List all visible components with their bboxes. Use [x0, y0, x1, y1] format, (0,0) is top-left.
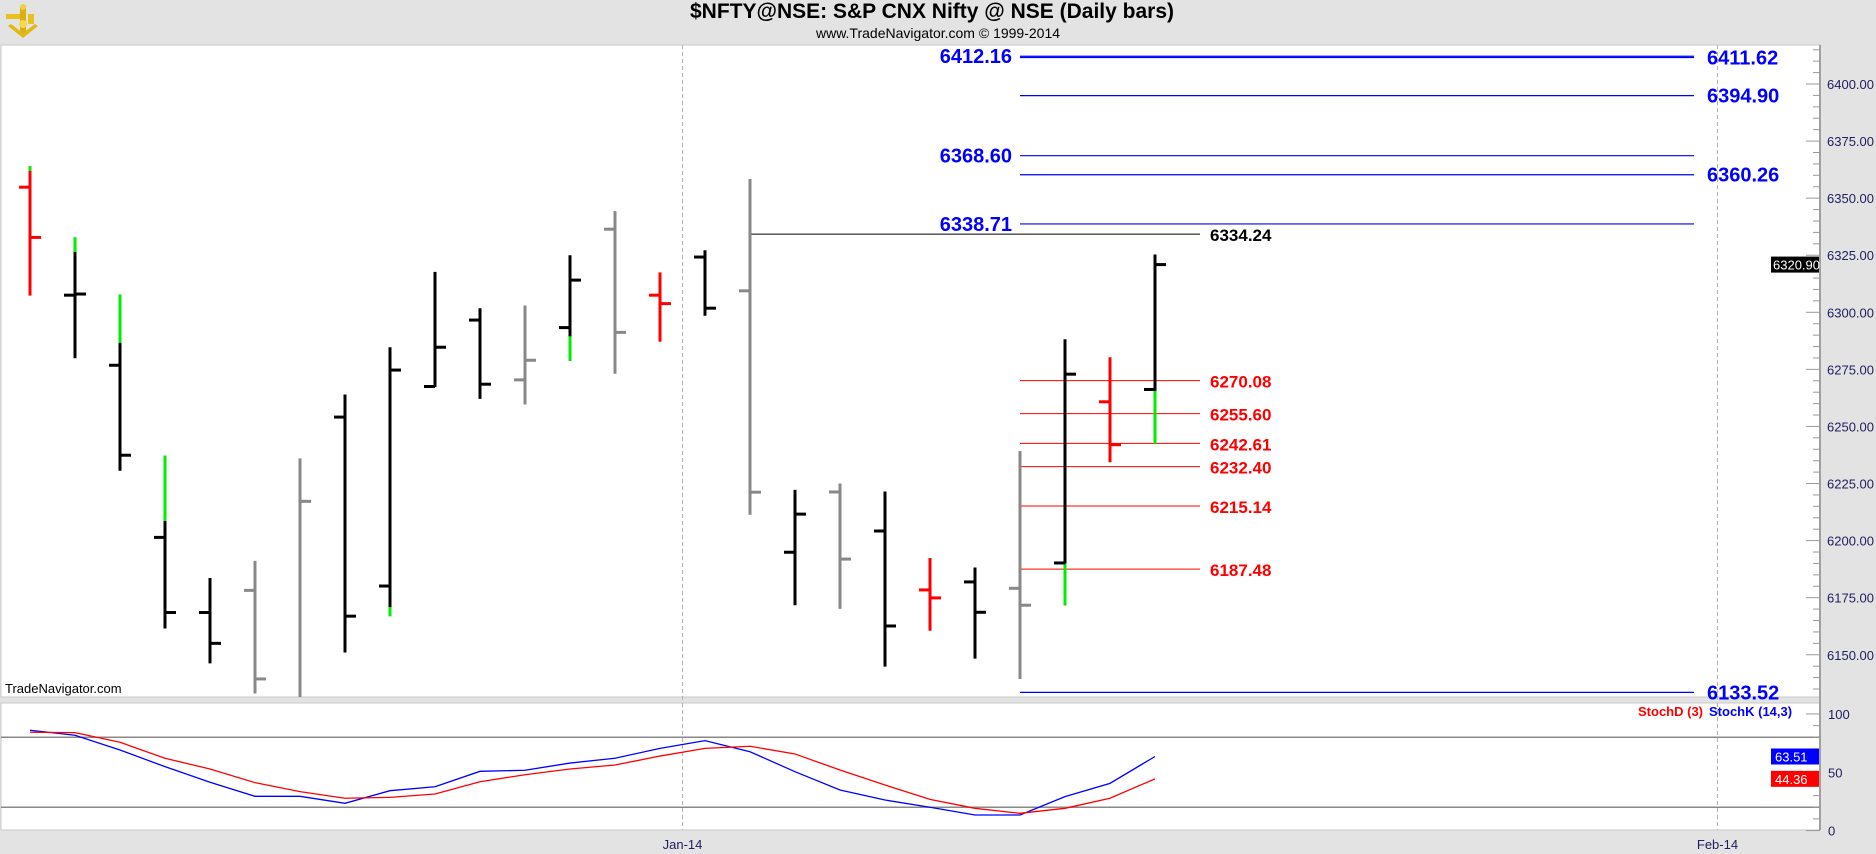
stoch-k-line	[29, 729, 1156, 816]
ohlc-bar	[469, 308, 491, 399]
watermark: TradeNavigator.com	[5, 681, 122, 696]
price-tick-label: 6150.00	[1827, 648, 1874, 663]
stoch-k-value: 63.51	[1775, 750, 1808, 765]
stoch-tick-label: 50	[1828, 765, 1842, 780]
ohlc-bar	[334, 394, 356, 653]
ohlc-bar	[739, 178, 761, 515]
price-marks	[19, 55, 1694, 697]
price-tick-label: 6375.00	[1827, 134, 1874, 149]
ohlc-bar	[964, 567, 986, 659]
red-level-label: 6187.48	[1210, 561, 1271, 580]
ohlc-bar	[244, 560, 266, 694]
date-label: Feb-14	[1697, 837, 1738, 852]
ohlc-bar	[109, 294, 131, 471]
red-level-label: 6215.14	[1210, 498, 1272, 517]
price-tick-label: 6275.00	[1827, 362, 1874, 377]
stoch-tick-label: 0	[1828, 824, 1835, 839]
stochastic-panel	[0, 702, 1821, 831]
price-tick-label: 6350.00	[1827, 191, 1874, 206]
ohlc-bar	[514, 305, 536, 405]
black-level-label: 6334.24	[1210, 226, 1272, 245]
red-level-label: 6270.08	[1210, 373, 1271, 392]
ohlc-bar	[649, 272, 671, 342]
ohlc-bar	[694, 250, 716, 316]
ohlc-bar	[154, 455, 176, 629]
ohlc-bar	[784, 489, 806, 606]
price-tick-label: 6300.00	[1827, 305, 1874, 320]
price-panel	[0, 44, 1821, 698]
price-tick-label: 6225.00	[1827, 477, 1874, 492]
ohlc-bar	[298, 458, 311, 697]
last-price-tag	[1771, 256, 1819, 273]
chart-title-text: $NFTY@NSE: S&P CNX Nifty @ NSE (Daily ba…	[690, 0, 1174, 23]
stoch-marks	[29, 729, 1156, 816]
blue-level-label: 6412.16	[940, 46, 1012, 68]
price-tick-label: 6400.00	[1827, 77, 1874, 92]
blue-level-label: 6338.71	[940, 214, 1012, 236]
ohlc-bar	[874, 491, 896, 667]
chart-subtitle: www.TradeNavigator.com © 1999-2014	[815, 25, 1061, 41]
chart-title: $NFTY@NSE: S&P CNX Nifty @ NSE (Daily ba…	[0, 1, 1876, 23]
ohlc-bar	[604, 211, 626, 374]
ohlc-bar	[1144, 254, 1166, 444]
price-tick-label: 6325.00	[1827, 248, 1874, 263]
ohlc-bar	[64, 237, 86, 359]
price-tick-label: 6200.00	[1827, 534, 1874, 549]
ohlc-bar	[199, 578, 221, 664]
ohlc-bar	[1054, 339, 1076, 606]
ohlc-bar	[424, 271, 446, 388]
blue-level-label: 6133.52	[1707, 682, 1779, 704]
blue-level-label: 6411.62	[1707, 47, 1778, 69]
blue-level-label: 6360.26	[1707, 165, 1779, 187]
price-tick-label: 6175.00	[1827, 591, 1874, 606]
price-tick-label: 6250.00	[1827, 419, 1874, 434]
ohlc-bar	[919, 557, 941, 631]
ohlc-bar	[1009, 451, 1031, 679]
last-price-label: 6320.90	[1773, 258, 1820, 273]
red-level-label: 6232.40	[1210, 459, 1271, 478]
sextant-logo-icon	[2, 2, 42, 42]
ohlc-bar	[559, 255, 581, 361]
ohlc-bar	[1099, 357, 1121, 463]
stoch-d-line	[29, 731, 1156, 814]
ohlc-bar	[379, 347, 401, 617]
legend-stoch-k: StochK (14,3)	[1709, 704, 1792, 719]
stoch-tick-label: 100	[1828, 707, 1850, 722]
red-level-label: 6242.61	[1210, 435, 1271, 454]
stoch-d-value-tag	[1771, 770, 1819, 787]
stoch-k-value-tag	[1771, 748, 1819, 765]
date-label: Jan-14	[663, 837, 703, 852]
ohlc-bar	[829, 483, 851, 609]
red-level-label: 6255.60	[1210, 406, 1271, 425]
blue-level-label: 6394.90	[1707, 86, 1779, 108]
stoch-d-value: 44.36	[1775, 772, 1808, 787]
legend-stoch-d: StochD (3)	[1638, 704, 1703, 719]
blue-level-label: 6368.60	[940, 146, 1012, 168]
ohlc-bar	[19, 166, 41, 296]
